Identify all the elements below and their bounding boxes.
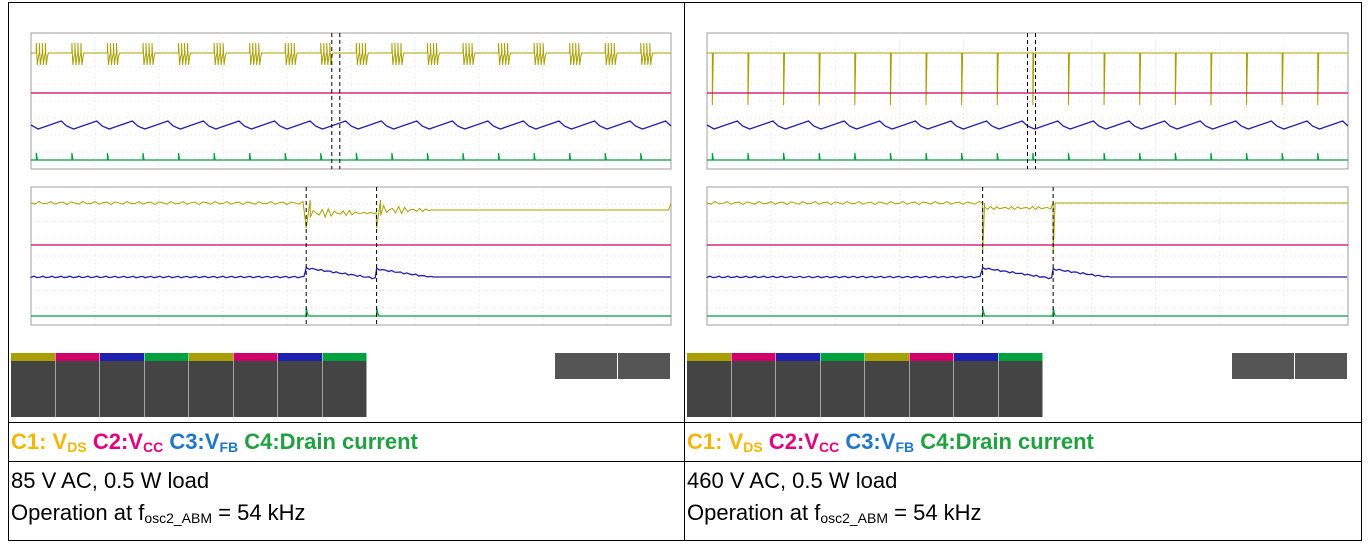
condition-frequency: Operation at fosc2_ABM = 54 kHz	[11, 500, 306, 526]
legend-cell-right: C1: VDS C2:VCC C3:VFB C4:Drain current	[684, 422, 1362, 462]
operating-conditions: 460 V AC, 0.5 W load Operation at fosc2_…	[685, 462, 1361, 540]
trigger-box	[1295, 353, 1347, 379]
condition-cell-right: 460 V AC, 0.5 W load Operation at fosc2_…	[684, 461, 1362, 541]
legend-c1: C1: VDS	[687, 429, 763, 455]
legend-c3: C3:VFB	[845, 429, 915, 455]
channel-header-bar	[954, 353, 998, 361]
legend-c1: C1: VDS	[11, 429, 87, 455]
timebase-box	[555, 353, 617, 379]
channel-header-bar	[11, 353, 55, 361]
fb-trace	[30, 120, 672, 130]
channel-box	[189, 353, 233, 417]
channel-header-bar	[820, 353, 865, 361]
ids-trace	[31, 152, 671, 161]
channel-box	[998, 353, 1043, 417]
channel-header-bar	[278, 353, 322, 361]
scope-cell-left	[8, 2, 685, 423]
channel-box	[820, 353, 865, 417]
channel-header-bar	[322, 353, 367, 361]
channel-box	[100, 353, 144, 417]
channel-header-bar	[144, 353, 189, 361]
operating-conditions: 85 V AC, 0.5 W load Operation at fosc2_A…	[9, 462, 684, 540]
condition-load: 460 V AC, 0.5 W load	[687, 468, 898, 493]
channel-box	[865, 353, 909, 417]
channel-header-bar	[865, 353, 909, 361]
channel-box	[11, 353, 55, 417]
scope-screenshot	[9, 3, 684, 422]
legend-c2: C2:VCC	[92, 429, 164, 455]
legend-c3: C3:VFB	[169, 429, 239, 455]
channel-box	[776, 353, 820, 417]
legend-cell-left: C1: VDS C2:VCC C3:VFB C4:Drain current	[8, 422, 685, 462]
vds-trace	[31, 42, 671, 66]
channel-legend: C1: VDS C2:VCC C3:VFB C4:Drain current	[9, 423, 684, 461]
channel-box	[954, 353, 998, 417]
condition-frequency: Operation at fosc2_ABM = 54 kHz	[687, 500, 982, 526]
channel-header-bar	[776, 353, 820, 361]
scope-cell-right	[684, 2, 1362, 423]
channel-header-bar	[687, 353, 731, 361]
channel-header-bar	[55, 353, 100, 361]
vds-trace	[707, 52, 1348, 106]
channel-box	[278, 353, 322, 417]
figure-table: C1: VDS C2:VCC C3:VFB C4:Drain current C…	[8, 2, 1362, 541]
scope-screenshot	[685, 3, 1361, 422]
channel-box	[909, 353, 954, 417]
trigger-box	[618, 353, 670, 379]
channel-box	[144, 353, 189, 417]
legend-c4: C4:Drain current	[920, 429, 1094, 454]
channel-legend: C1: VDS C2:VCC C3:VFB C4:Drain current	[685, 423, 1361, 461]
legend-c2: C2:VCC	[768, 429, 840, 455]
fb-zoom-trace	[706, 266, 1348, 280]
channel-header-bar	[233, 353, 278, 361]
channel-box	[322, 353, 367, 417]
channel-box	[233, 353, 278, 417]
channel-header-bar	[909, 353, 954, 361]
channel-header-bar	[998, 353, 1043, 361]
timebase-box	[1232, 353, 1294, 379]
vds-zoom-trace	[706, 200, 1348, 254]
condition-cell-left: 85 V AC, 0.5 W load Operation at fosc2_A…	[8, 461, 685, 541]
legend-c4: C4:Drain current	[244, 429, 418, 454]
channel-header-bar	[189, 353, 233, 361]
channel-header-bar	[731, 353, 776, 361]
ids-trace	[707, 152, 1348, 161]
channel-box	[55, 353, 100, 417]
channel-box	[687, 353, 731, 417]
channel-box	[731, 353, 776, 417]
fb-zoom-trace	[30, 266, 671, 280]
channel-header-bar	[100, 353, 144, 361]
condition-load: 85 V AC, 0.5 W load	[11, 468, 210, 493]
vds-zoom-trace	[30, 199, 672, 229]
